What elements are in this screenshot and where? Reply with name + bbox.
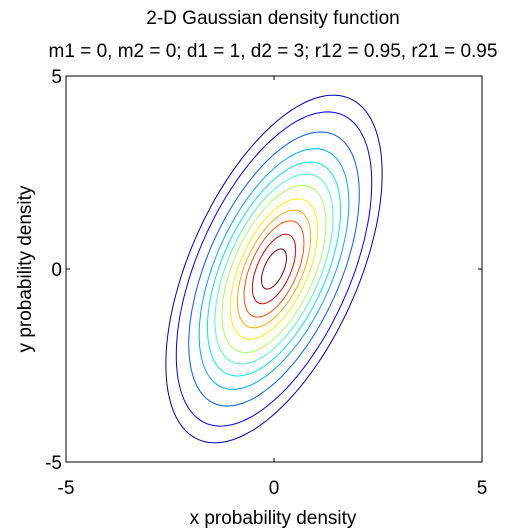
- contour-line-1: [165, 94, 383, 444]
- contour-line-2: [175, 111, 373, 427]
- x-axis-label: x probability density: [190, 508, 357, 529]
- y-axis-label: y probability density: [15, 185, 36, 352]
- plot-area: [65, 75, 483, 463]
- contour-lines: [165, 94, 383, 444]
- contour-line-4: [198, 148, 350, 390]
- contour-line-12: [261, 248, 287, 290]
- contour-line-7: [221, 184, 327, 354]
- contour-line-3: [188, 131, 360, 407]
- contour-line-9: [236, 209, 312, 329]
- x-tick-label: -5: [58, 478, 75, 499]
- contour-line-10: [243, 220, 305, 318]
- x-tick-label: 0: [269, 478, 280, 499]
- x-tick-label: 5: [477, 478, 488, 499]
- chart-title: 2-D Gaussian density function: [146, 8, 399, 29]
- y-tick-label: -5: [45, 453, 62, 474]
- y-tick-label: 0: [51, 260, 62, 281]
- y-tick-label: 5: [51, 67, 62, 88]
- contour-line-8: [229, 198, 319, 340]
- chart-subtitle: m1 = 0, m2 = 0; d1 = 1, d2 = 3; r12 = 0.…: [49, 41, 498, 62]
- contour-line-6: [214, 173, 334, 365]
- contour-line-11: [251, 233, 297, 305]
- contour-line-5: [206, 161, 342, 377]
